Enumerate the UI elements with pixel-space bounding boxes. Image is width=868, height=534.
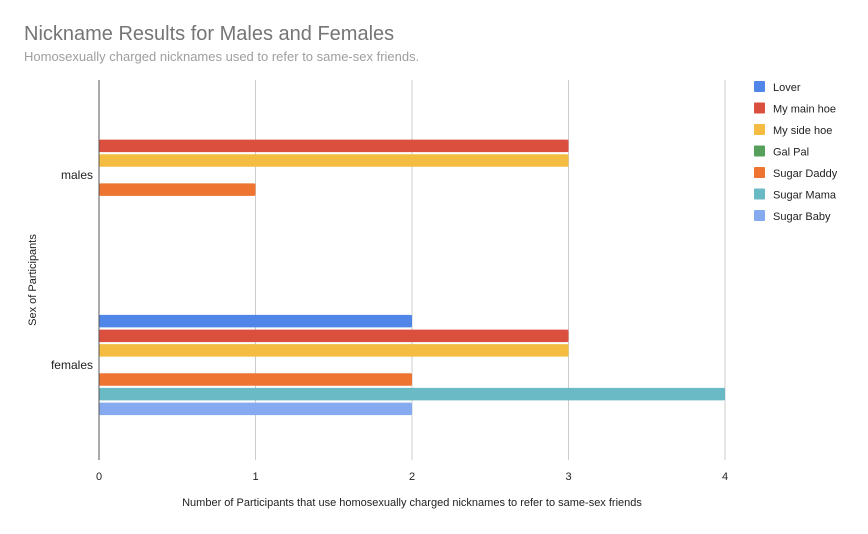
category-label: females — [51, 358, 93, 372]
y-axis-title: Sex of Participants — [27, 234, 39, 326]
category-label: males — [61, 168, 93, 182]
legend-swatch — [754, 188, 765, 200]
legend-item: Sugar Baby — [754, 210, 831, 223]
legend-item: My side hoe — [754, 124, 832, 137]
bar-females-my-main-hoe — [99, 329, 569, 343]
legend-swatch — [754, 102, 765, 114]
legend-label: Sugar Daddy — [773, 168, 838, 180]
bar-males-my-side-hoe — [99, 154, 569, 167]
legend-swatch — [754, 81, 765, 92]
bar-females-my-side-hoe — [99, 344, 569, 357]
legend-label: Sugar Baby — [773, 211, 831, 223]
legend-label: Gal Pal — [773, 147, 809, 159]
bar-males-sugar-daddy — [99, 183, 256, 196]
legend-item: Lover — [754, 81, 801, 94]
legend-item: Sugar Daddy — [754, 167, 838, 180]
legend: Lover My main hoe My side hoe Gal Pal Sugar … — [754, 81, 838, 223]
x-tick-label: 3 — [565, 471, 571, 483]
legend-swatch — [754, 145, 765, 157]
x-tick-labels: 0 1 2 3 4 — [96, 471, 728, 483]
bars — [99, 139, 725, 416]
x-tick-label: 0 — [96, 471, 102, 483]
bar-females-sugar-daddy — [99, 373, 412, 386]
legend-label: Sugar Mama — [773, 190, 837, 202]
legend-label: Lover — [773, 82, 801, 94]
chart-subtitle: Homosexually charged nicknames used to r… — [24, 49, 419, 64]
legend-label: My main hoe — [773, 104, 836, 116]
legend-swatch — [754, 124, 765, 135]
bar-females-lover — [99, 314, 412, 328]
x-tick-label: 4 — [722, 471, 728, 483]
legend-label: My side hoe — [773, 125, 832, 137]
legend-swatch — [754, 167, 765, 178]
bar-females-sugar-baby — [99, 402, 412, 416]
legend-item: Sugar Mama — [754, 188, 837, 202]
legend-item: My main hoe — [754, 102, 836, 116]
x-tick-label: 2 — [409, 471, 415, 483]
x-axis-title: Number of Participants that use homosexu… — [182, 497, 642, 509]
x-tick-label: 1 — [252, 471, 258, 483]
bar-females-sugar-mama — [99, 387, 725, 401]
category-labels: males females — [51, 168, 93, 372]
legend-item: Gal Pal — [754, 145, 809, 159]
legend-swatch — [754, 210, 765, 221]
bar-males-my-main-hoe — [99, 139, 569, 153]
chart-title: Nickname Results for Males and Females — [24, 23, 394, 45]
